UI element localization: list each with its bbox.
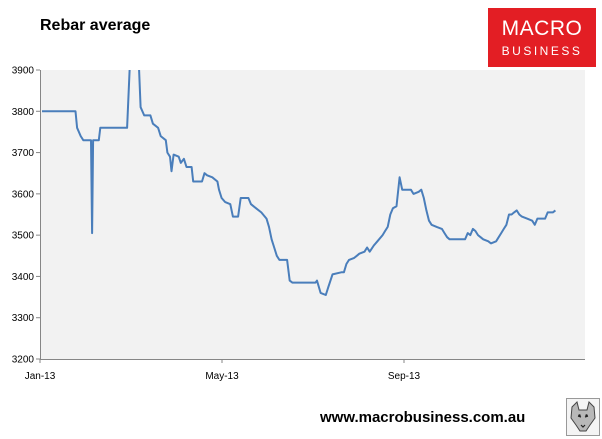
x-tick-label: Jan-13	[25, 371, 56, 382]
website-url: www.macrobusiness.com.au	[320, 409, 526, 426]
logo-line-business: BUSINESS	[501, 44, 583, 58]
y-tick-label: 3300	[12, 313, 35, 324]
tick-labels: 3200 3300 3400 3500 3600 3700 3800 3900 Jan-13 Ma…	[12, 66, 421, 383]
axes	[36, 69, 585, 363]
macrobusiness-logo: MACRO BUSINESS	[488, 8, 596, 67]
y-tick-label: 3700	[12, 148, 35, 159]
chart-title: Rebar average	[40, 17, 151, 34]
plot-area	[40, 70, 585, 359]
series-line-rebar	[42, 70, 557, 296]
y-tick-label: 3500	[12, 231, 35, 242]
y-tick-label: 3400	[12, 272, 35, 283]
y-tick-label: 3800	[12, 107, 35, 118]
logo-line-macro: MACRO	[501, 17, 583, 40]
y-tick-label: 3600	[12, 189, 35, 200]
x-tick-label: Sep-13	[388, 371, 421, 382]
y-tick-label: 3200	[12, 355, 35, 366]
y-tick-label: 3900	[12, 66, 35, 77]
x-tick-label: May-13	[205, 371, 239, 382]
wolf-icon	[566, 398, 600, 436]
